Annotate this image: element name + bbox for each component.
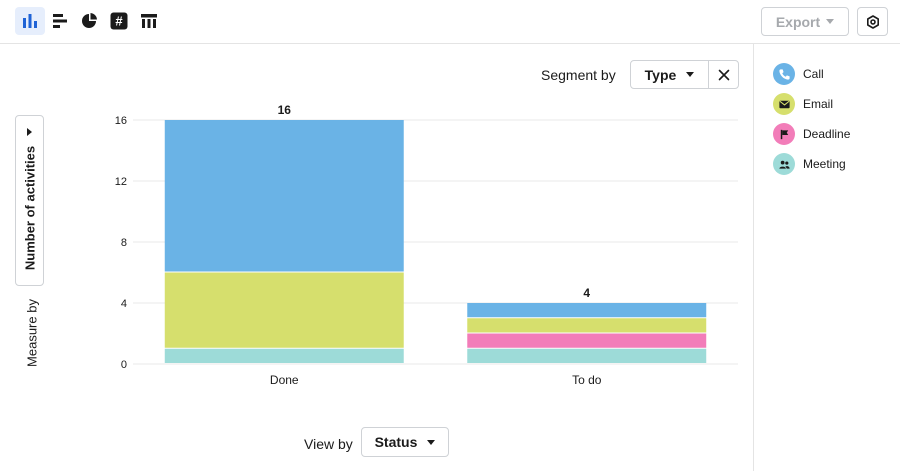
- chart-toolbar: # Export: [0, 0, 900, 44]
- y-tick-label: 16: [115, 115, 127, 127]
- legend-label: Meeting: [803, 157, 846, 171]
- gear-icon: [866, 14, 879, 29]
- bar-segment-email: [164, 272, 404, 348]
- legend-panel: Call Email Deadline Meeting: [753, 44, 900, 471]
- bar-total-label: 16: [278, 103, 292, 117]
- table-tab[interactable]: [134, 7, 164, 35]
- pie-chart-icon: [82, 13, 97, 28]
- vertical-bar-chart-tab[interactable]: [15, 7, 45, 35]
- legend-item-call[interactable]: Call: [773, 62, 824, 86]
- pie-chart-tab[interactable]: [74, 7, 104, 35]
- scorecard-tab[interactable]: #: [104, 7, 134, 35]
- measure-by-dropdown[interactable]: Number of activities: [15, 115, 44, 286]
- legend-item-meeting[interactable]: Meeting: [773, 152, 846, 176]
- chevron-down-icon: [427, 439, 436, 445]
- legend-label: Call: [803, 67, 824, 81]
- chevron-down-icon: [826, 19, 835, 24]
- legend-item-deadline[interactable]: Deadline: [773, 122, 850, 146]
- people-icon: [773, 153, 795, 175]
- bar-segment-call: [467, 303, 707, 318]
- bar-segment-meeting: [164, 348, 404, 363]
- table-icon: [141, 14, 157, 28]
- legend-label: Deadline: [803, 127, 851, 141]
- view-by-dropdown[interactable]: Status: [361, 427, 449, 457]
- export-button[interactable]: Export: [761, 7, 849, 36]
- y-tick-label: 8: [121, 237, 127, 249]
- chevron-right-icon: [27, 128, 32, 136]
- y-tick-label: 12: [115, 176, 127, 188]
- clear-segment-button[interactable]: [708, 60, 739, 89]
- bar-segment-deadline: [467, 333, 707, 348]
- view-by-value: Status: [374, 434, 418, 450]
- bar-segment-call: [164, 120, 404, 272]
- flag-icon: [773, 123, 795, 145]
- legend-item-email[interactable]: Email: [773, 92, 833, 116]
- envelope-icon: [773, 93, 795, 115]
- segment-by-value: Type: [644, 66, 677, 83]
- scorecard-hash-icon: #: [110, 12, 128, 30]
- bar-total-label: 4: [583, 286, 590, 300]
- chevron-down-icon: [686, 72, 695, 77]
- export-label: Export: [775, 13, 821, 30]
- legend-label: Email: [803, 97, 834, 111]
- bar-segment-meeting: [467, 348, 707, 363]
- settings-button[interactable]: [857, 7, 888, 36]
- close-icon: [718, 69, 729, 80]
- segment-by-label: Segment by: [541, 67, 616, 83]
- svg-text:#: #: [115, 14, 123, 29]
- bar-segment-email: [467, 318, 707, 333]
- x-tick-label: Done: [270, 373, 299, 387]
- phone-icon: [773, 63, 795, 85]
- vertical-bar-chart-icon: [23, 14, 37, 28]
- x-tick-label: To do: [572, 373, 602, 387]
- segment-by-dropdown[interactable]: Type: [630, 60, 709, 89]
- view-by-label: View by: [304, 436, 353, 452]
- horizontal-bar-chart-icon: [53, 14, 67, 28]
- y-tick-label: 0: [121, 359, 127, 371]
- horizontal-bar-chart-tab[interactable]: [45, 7, 75, 35]
- y-tick-label: 4: [121, 298, 127, 310]
